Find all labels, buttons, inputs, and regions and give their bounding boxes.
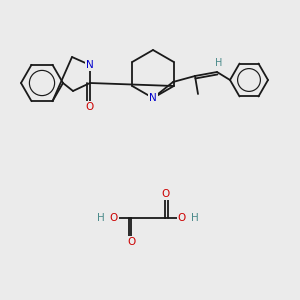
Text: O: O xyxy=(110,213,118,223)
Text: H: H xyxy=(215,58,223,68)
Text: O: O xyxy=(178,213,186,223)
Text: N: N xyxy=(149,93,157,103)
Text: O: O xyxy=(86,102,94,112)
Text: O: O xyxy=(161,189,169,199)
Text: H: H xyxy=(191,213,199,223)
Text: H: H xyxy=(97,213,105,223)
Text: N: N xyxy=(86,60,94,70)
Text: O: O xyxy=(127,237,135,247)
